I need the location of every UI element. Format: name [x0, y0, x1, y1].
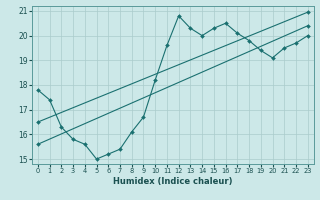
X-axis label: Humidex (Indice chaleur): Humidex (Indice chaleur) — [113, 177, 233, 186]
